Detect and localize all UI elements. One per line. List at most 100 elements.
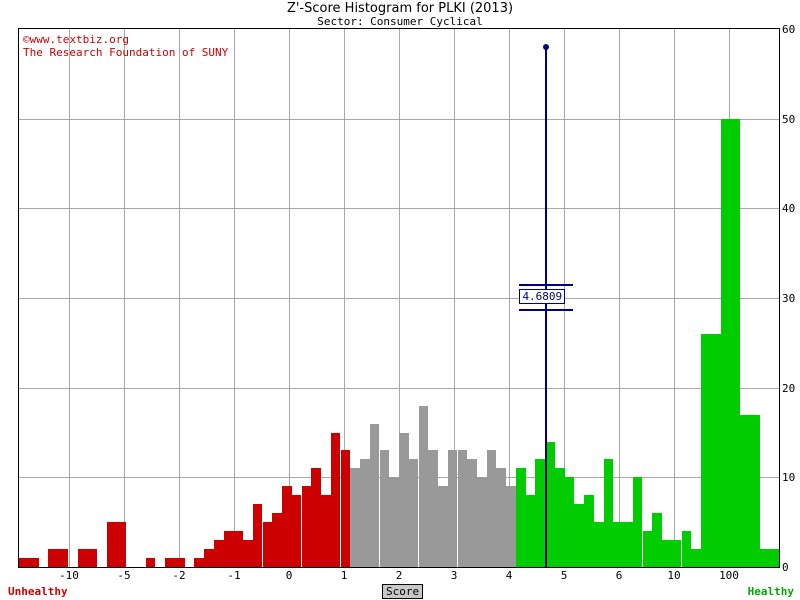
histogram-bar xyxy=(311,468,321,567)
copyright-line-2: The Research Foundation of SUNY xyxy=(23,46,229,59)
histogram-bar xyxy=(613,522,624,567)
histogram-bar xyxy=(301,486,312,567)
grid-line-vertical xyxy=(674,29,675,567)
histogram-bar xyxy=(174,558,185,567)
histogram-bar xyxy=(603,459,614,567)
histogram-bar xyxy=(379,450,390,567)
histogram-bar xyxy=(535,459,546,567)
histogram-bar xyxy=(525,495,536,567)
histogram-bar xyxy=(19,558,39,567)
histogram-bar xyxy=(428,450,438,567)
grid-line-vertical xyxy=(344,29,345,567)
histogram-bar xyxy=(554,468,565,567)
histogram-bar xyxy=(48,549,68,567)
histogram-bar xyxy=(447,450,458,567)
y-tick-label: 10 xyxy=(782,471,796,485)
x-tick-label: 10 xyxy=(667,569,681,582)
histogram-bar xyxy=(574,504,585,567)
histogram-bar xyxy=(223,531,234,567)
marker-value-label: 4.6809 xyxy=(519,289,566,305)
histogram-bar xyxy=(204,549,214,567)
histogram-bar xyxy=(467,459,477,567)
grid-line-vertical xyxy=(399,29,400,567)
histogram-bar xyxy=(369,423,380,567)
histogram-bar xyxy=(145,558,156,567)
histogram-bar xyxy=(759,549,779,567)
histogram-bar xyxy=(194,558,205,567)
histogram-bar xyxy=(350,468,360,567)
histogram-bar xyxy=(476,477,487,567)
copyright-notice: ©www.textbiz.org The Research Foundation … xyxy=(23,33,228,59)
y-tick-label: 40 xyxy=(782,202,796,216)
x-tick-label: 100 xyxy=(719,569,739,582)
x-tick-label: 6 xyxy=(615,569,623,582)
histogram-bar xyxy=(399,432,409,567)
grid-line-vertical xyxy=(454,29,455,567)
histogram-bar xyxy=(291,495,302,567)
y-axis-title: Number of companies (569 total) xyxy=(0,197,1,402)
marker-dot xyxy=(543,43,550,50)
x-tick-label: -5 xyxy=(117,569,131,582)
grid-line-vertical xyxy=(179,29,180,567)
histogram-bar xyxy=(282,486,292,567)
x-tick-label: -10 xyxy=(59,569,79,582)
histogram-bar xyxy=(632,477,643,567)
x-axis-score-label: Score xyxy=(382,584,424,599)
histogram-bar xyxy=(593,522,604,567)
grid-line-vertical xyxy=(619,29,620,567)
histogram-bar xyxy=(691,549,701,567)
histogram-bar xyxy=(564,477,575,567)
histogram-bar xyxy=(671,540,682,567)
histogram-bar xyxy=(77,549,97,567)
histogram-bar xyxy=(106,522,127,567)
histogram-bar xyxy=(652,513,662,567)
y-tick-label: 20 xyxy=(782,381,796,395)
copyright-line-1: ©www.textbiz.org xyxy=(23,33,129,46)
grid-lines xyxy=(19,29,779,567)
x-tick-label: 5 xyxy=(560,569,568,582)
grid-line-vertical xyxy=(234,29,235,567)
x-tick-label: 4 xyxy=(505,569,513,582)
x-axis-healthy-label: Healthy xyxy=(747,585,794,598)
grid-line-vertical xyxy=(509,29,510,567)
histogram-bar xyxy=(584,495,594,567)
x-tick-label: 3 xyxy=(450,569,458,582)
histogram-bar xyxy=(360,459,370,567)
histogram-bars xyxy=(19,29,779,567)
histogram-bar xyxy=(408,459,419,567)
histogram-bar xyxy=(720,118,740,567)
histogram-bar xyxy=(701,333,721,567)
histogram-bar xyxy=(486,450,497,567)
grid-line-vertical xyxy=(124,29,125,567)
histogram-bar xyxy=(642,531,653,567)
marker-bracket-top xyxy=(519,284,574,287)
grid-line-vertical xyxy=(289,29,290,567)
x-tick-label: 1 xyxy=(340,569,348,582)
histogram-bar xyxy=(457,450,468,567)
histogram-bar xyxy=(662,540,672,567)
histogram-bar xyxy=(389,477,399,567)
histogram-bar xyxy=(545,441,555,567)
plot-area: ©www.textbiz.org The Research Foundation … xyxy=(18,28,780,568)
histogram-bar xyxy=(438,486,448,567)
page-title: Z'-Score Histogram for PLKI (2013) xyxy=(286,1,514,16)
histogram-bar xyxy=(418,405,429,567)
histogram-bar xyxy=(165,558,175,567)
histogram-bar xyxy=(272,513,282,567)
x-tick-label: 0 xyxy=(285,569,293,582)
histogram-bar xyxy=(252,504,263,567)
marker-line xyxy=(545,46,548,567)
x-tick-label: -1 xyxy=(227,569,241,582)
x-tick-label: 2 xyxy=(395,569,403,582)
y-tick-label: 0 xyxy=(782,561,789,574)
histogram-bar xyxy=(213,540,224,567)
histogram-bar xyxy=(262,522,273,567)
histogram-bar xyxy=(340,450,351,567)
histogram-bar xyxy=(321,495,331,567)
histogram-bar xyxy=(515,468,526,567)
histogram-bar xyxy=(233,531,244,567)
histogram-bar xyxy=(506,486,516,567)
histogram-bar xyxy=(623,522,633,567)
y-tick-label: 60 xyxy=(782,23,796,36)
